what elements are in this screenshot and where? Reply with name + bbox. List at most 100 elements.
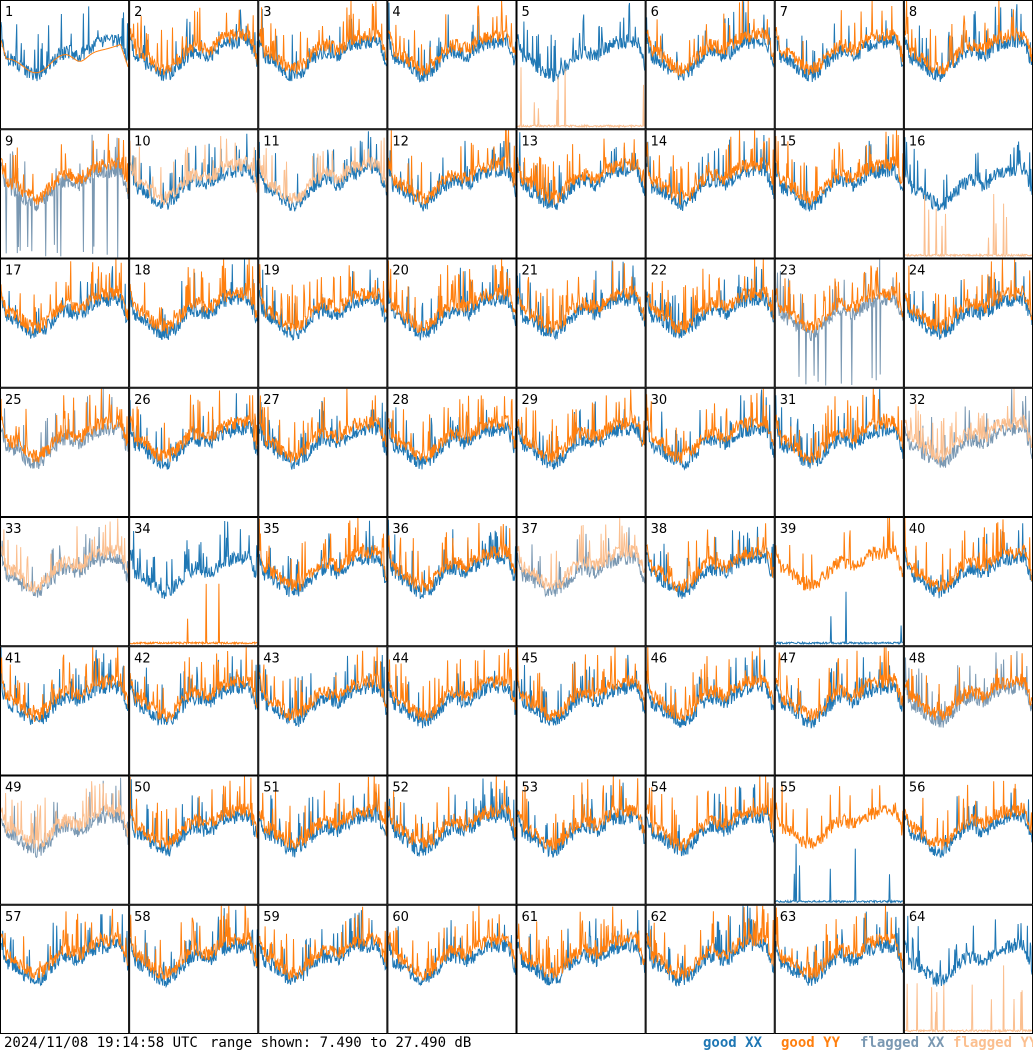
antenna-panel: 42 <box>129 646 259 776</box>
panel-label: 56 <box>909 781 926 796</box>
series-line-xx <box>0 647 129 725</box>
series-line-yy <box>387 649 516 722</box>
antenna-panel: 29 <box>516 387 646 517</box>
series-line-yy <box>775 647 904 722</box>
panel-label: 64 <box>909 910 926 925</box>
antenna-panel: 62 <box>645 904 775 1034</box>
series-line-xx <box>129 259 258 340</box>
series-line-xx <box>258 400 387 470</box>
panel-frame <box>258 517 388 647</box>
series-line-xx <box>387 2 516 83</box>
panel-frame <box>516 0 646 130</box>
legend-pol: YY <box>1020 1035 1033 1051</box>
panel-label: 4 <box>392 5 400 20</box>
legend-word: flagged <box>953 1035 1013 1051</box>
antenna-panel: 36 <box>387 517 517 647</box>
antenna-panel: 64 <box>903 904 1033 1034</box>
series-line-yy <box>646 776 775 852</box>
antenna-panel: 51 <box>258 775 388 905</box>
series-line-xx <box>646 782 775 857</box>
antenna-panel: 59 <box>258 904 388 1034</box>
antenna-panel: 11 <box>258 129 388 259</box>
legend-good-xx: good XX <box>703 1035 762 1051</box>
series-line-yy <box>387 905 516 982</box>
panel-frame <box>774 775 904 905</box>
antenna-panel: 4 <box>387 0 517 130</box>
antenna-panel: 15 <box>774 129 904 259</box>
panel-frame <box>645 517 775 647</box>
panel-label: 41 <box>5 651 22 666</box>
panel-label: 25 <box>5 393 22 408</box>
series-line-yy <box>904 388 1033 463</box>
panel-frame <box>0 0 130 130</box>
antenna-panel: 46 <box>645 646 775 776</box>
antenna-panel: 35 <box>258 517 388 647</box>
panel-label: 7 <box>780 5 788 20</box>
panel-label: 30 <box>651 393 668 408</box>
antenna-panel: 58 <box>129 904 259 1034</box>
panel-label: 12 <box>392 134 409 149</box>
antenna-panel: 61 <box>516 904 646 1034</box>
antenna-panel: 3 <box>258 0 388 130</box>
panel-label: 18 <box>134 264 151 279</box>
legend-flagged-xx: flagged XX <box>860 1035 944 1051</box>
series-line-yy <box>387 259 516 334</box>
legend-pol: XX <box>745 1035 763 1051</box>
panel-frame <box>129 775 259 905</box>
panel-label: 49 <box>5 781 22 796</box>
panel-label: 45 <box>522 651 539 666</box>
series-line-xx <box>129 520 258 599</box>
series-line-yy <box>0 259 129 334</box>
series-line-yy <box>775 130 904 207</box>
panel-frame <box>387 775 517 905</box>
legend-word: flagged <box>860 1035 920 1051</box>
series-line-xx <box>388 140 516 212</box>
panel-frame <box>774 258 904 388</box>
panel-frame <box>645 387 775 517</box>
panel-frame <box>387 387 517 517</box>
series-line-xx <box>387 670 516 729</box>
series-line-yy <box>646 0 775 77</box>
panel-label: 43 <box>263 651 280 666</box>
panel-frame <box>516 129 646 259</box>
panel-frame <box>0 129 130 259</box>
panel-label: 48 <box>909 651 926 666</box>
antenna-panel: 16 <box>903 129 1033 259</box>
antenna-panel: 17 <box>0 258 130 388</box>
panel-label: 21 <box>522 264 539 279</box>
series-line-yy <box>904 259 1033 334</box>
antenna-panel: 13 <box>516 129 646 259</box>
panel-label: 29 <box>522 393 539 408</box>
series-line-yy <box>0 133 129 205</box>
series-line-yy <box>775 265 904 334</box>
series-line-yy <box>646 905 775 980</box>
series-line-yy <box>258 647 387 722</box>
panel-label: 33 <box>5 522 22 537</box>
series-line-xx <box>775 843 904 904</box>
series-line-xx <box>517 2 646 83</box>
series-line-xx <box>0 134 129 258</box>
series-line-yy <box>259 906 387 980</box>
antenna-panel: 21 <box>516 258 646 388</box>
panel-frame <box>129 258 259 388</box>
series-line-xx <box>258 654 387 727</box>
antenna-panel: 50 <box>129 775 259 905</box>
panel-frame <box>129 517 259 647</box>
antenna-panel: 20 <box>387 258 517 388</box>
series-line-yy <box>258 264 387 332</box>
series-line-yy <box>775 517 904 591</box>
panel-frame <box>645 904 775 1034</box>
panel-frame <box>387 646 517 776</box>
series-line-yy <box>517 389 646 463</box>
panel-label: 19 <box>263 264 280 279</box>
series-line-yy <box>646 388 775 464</box>
antenna-panel: 1 <box>0 0 130 130</box>
antenna-panel: 40 <box>903 517 1033 647</box>
antenna-panel: 45 <box>516 646 646 776</box>
series-line-yy <box>387 395 516 463</box>
legend-flagged-yy: flagged YY <box>953 1035 1033 1051</box>
panel-label: 40 <box>909 522 926 537</box>
antenna-panel: 41 <box>0 646 130 776</box>
series-line-xx <box>129 779 258 857</box>
series-line-xx <box>904 137 1033 212</box>
